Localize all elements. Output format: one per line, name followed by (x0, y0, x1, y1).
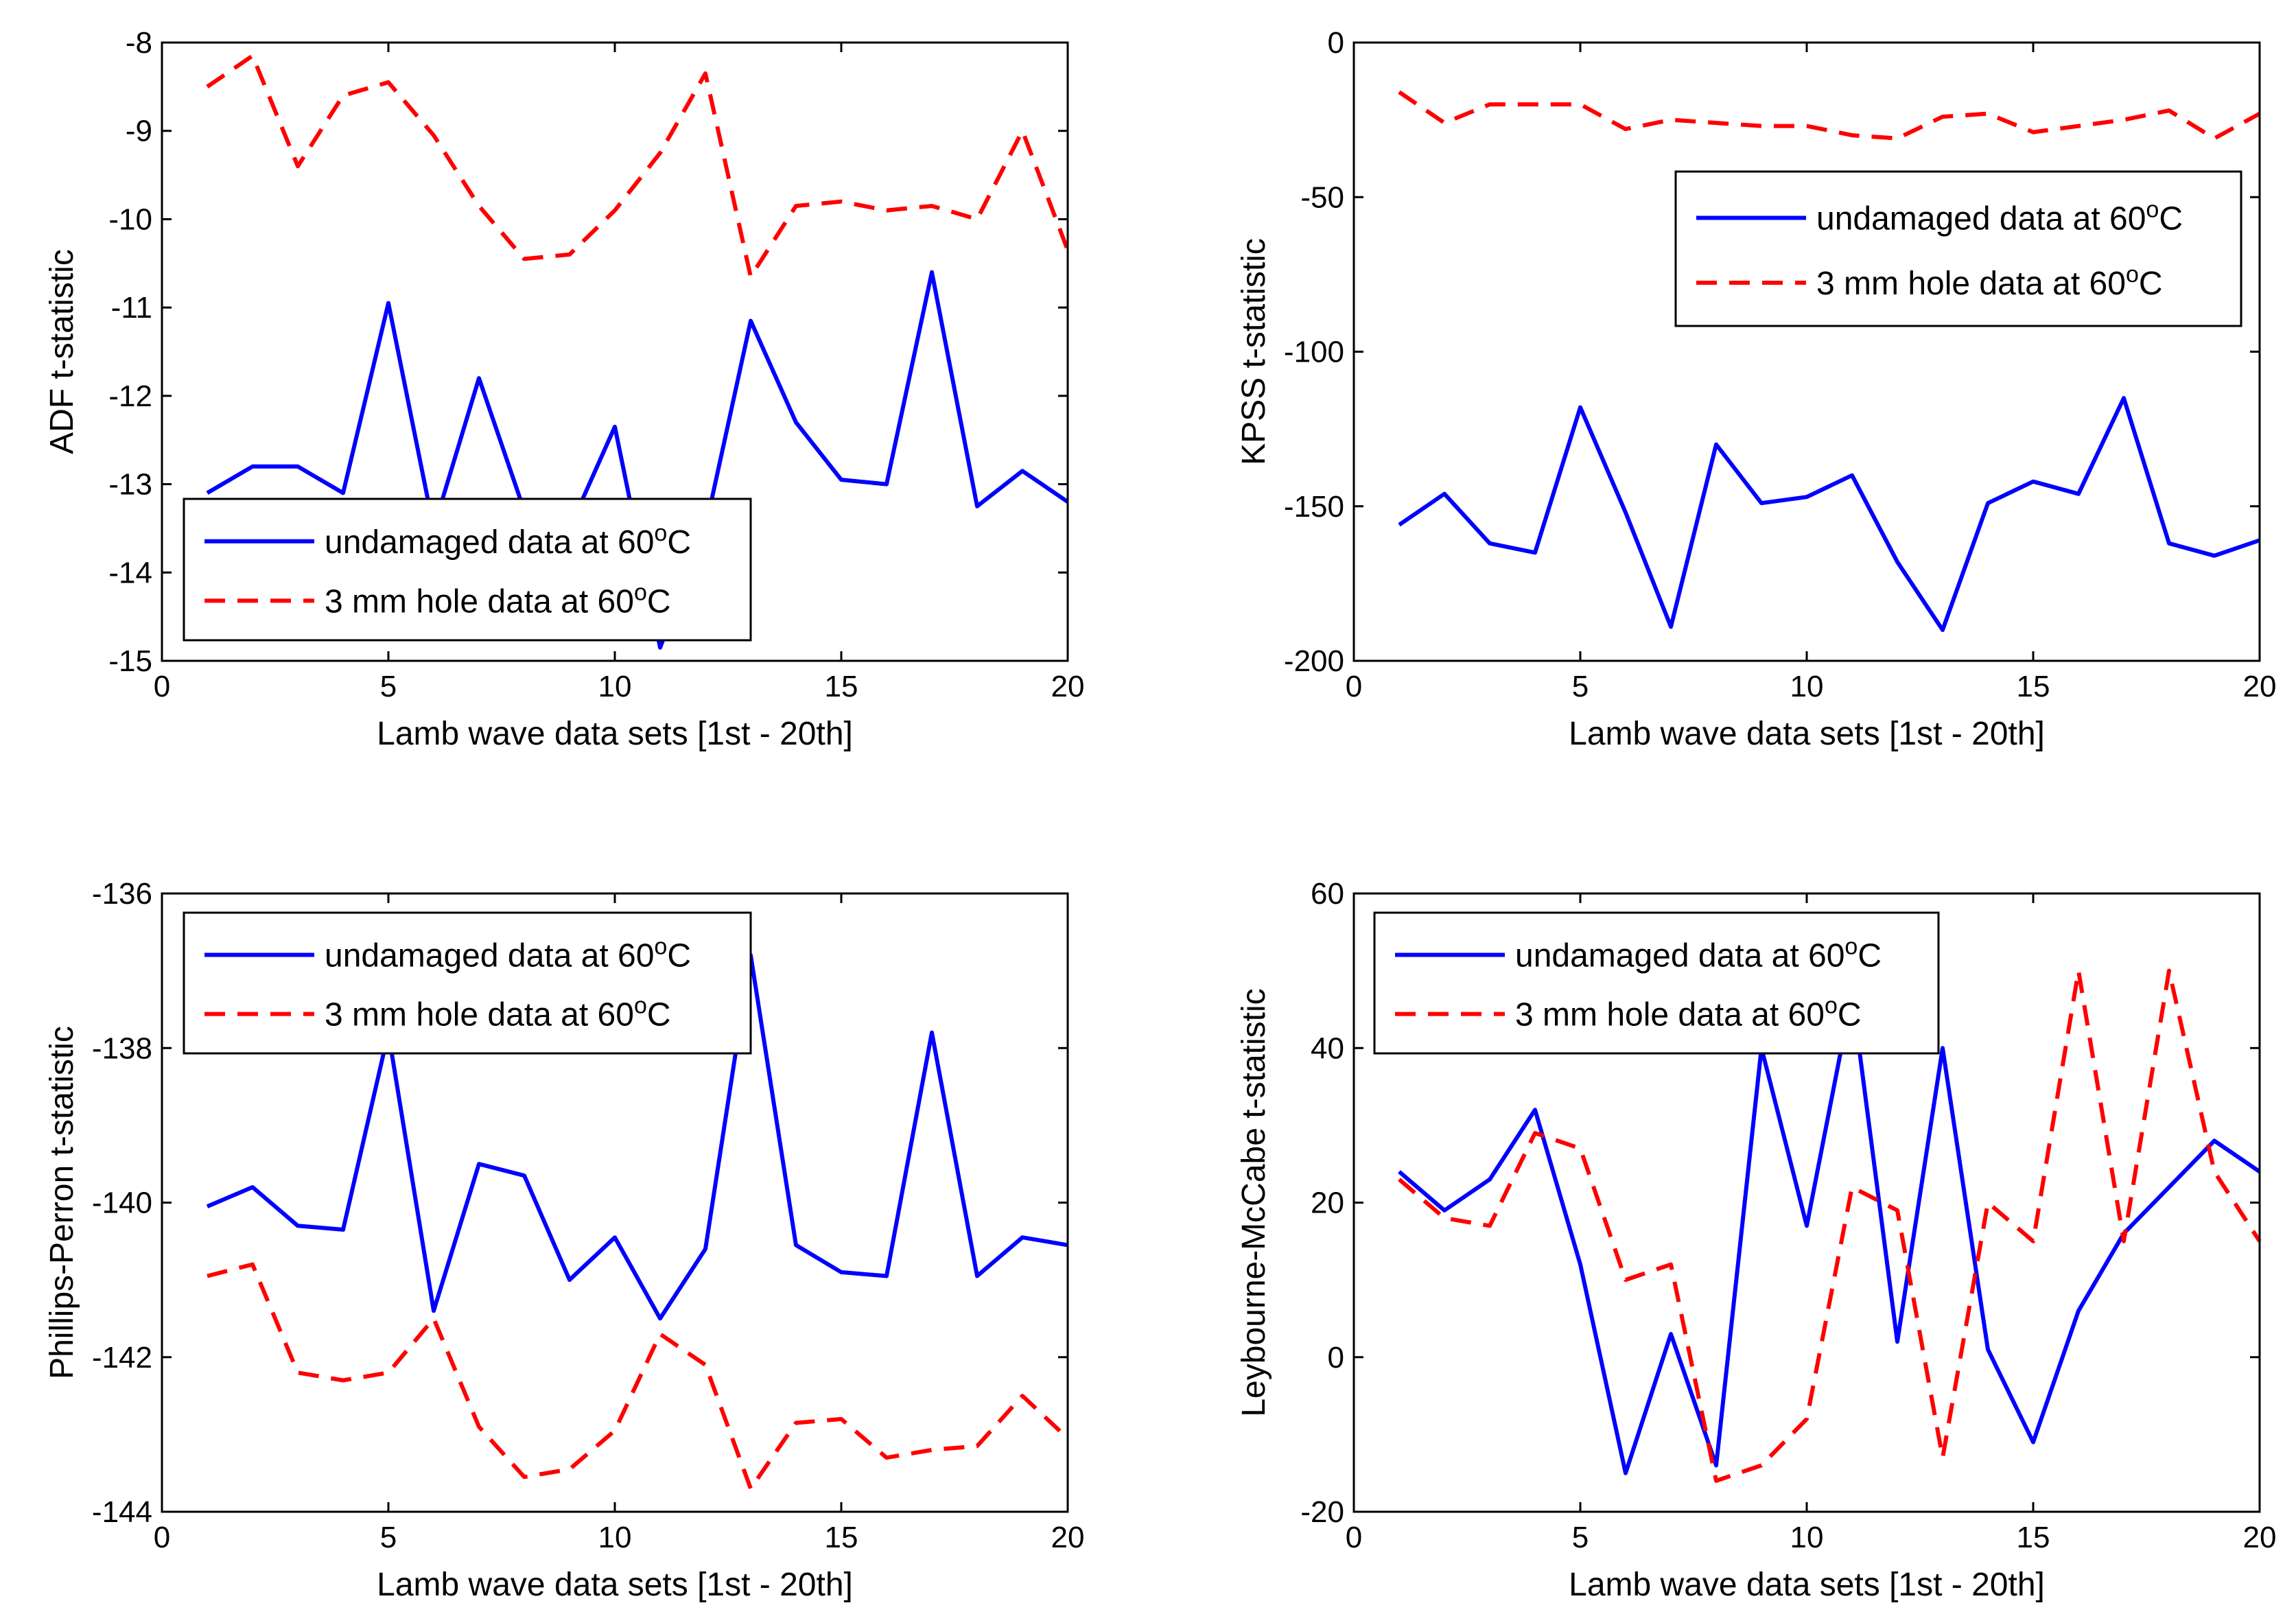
chart-panel-2: 0 5 10 15 20 -200 -150 -100 -50 0 Lamb wave data s… (1236, 26, 2276, 752)
x-tick-label: 5 (1572, 1521, 1589, 1554)
chart-panel-3: 0 5 10 15 20 -144 -142 -140 -138 -136 Lamb wave da… (44, 877, 1084, 1603)
x-tick-label: 0 (154, 1521, 170, 1554)
legend-box (183, 498, 752, 642)
legend: undamaged data at 60oC 3 mm hole data at … (183, 498, 752, 642)
y-tick-label: 60 (1311, 877, 1344, 911)
legend-label-undamaged: undamaged data at 60oC (1515, 934, 1882, 974)
x-tick-label: 5 (1572, 670, 1589, 703)
x-tick-label: 10 (1790, 670, 1824, 703)
x-tick-label: 15 (2017, 1521, 2050, 1554)
x-axis-label: Lamb wave data sets [1st - 20th] (377, 716, 853, 752)
series-line-hole (1398, 90, 2261, 141)
legend: undamaged data at 60oC 3 mm hole data at … (183, 911, 752, 1055)
y-axis-label: Phillips-Perron t-statistic (44, 1026, 80, 1379)
y-tick-label: -13 (108, 468, 152, 502)
y-tick-label: -9 (126, 115, 152, 148)
y-tick-label: -100 (1284, 336, 1344, 369)
y-tick-label: -136 (92, 877, 152, 911)
y-tick-label: 20 (1311, 1186, 1344, 1220)
y-tick-label: -14 (108, 556, 152, 589)
series-line-hole (206, 54, 1070, 279)
plot-frame (1352, 41, 2261, 662)
legend-label-hole: 3 mm hole data at 60oC (1816, 261, 2163, 302)
x-axis-label: Lamb wave data sets [1st - 20th] (377, 1567, 853, 1603)
y-tick-label: -20 (1300, 1495, 1344, 1529)
x-tick-label: 20 (2243, 670, 2277, 703)
chart-panel-1: 0 5 10 15 20 -15 -14 -13 -12 -11 -10 -9 -8 Lamb wave … (44, 26, 1084, 752)
y-tick-label: -50 (1300, 180, 1344, 214)
y-tick-label: -8 (126, 26, 152, 60)
y-axis-label: ADF t-statistic (44, 249, 80, 454)
y-tick-label: 0 (1328, 1341, 1344, 1375)
legend-label-undamaged: undamaged data at 60oC (325, 934, 691, 974)
y-tick-label: -140 (92, 1186, 152, 1220)
y-tick-label: 40 (1311, 1031, 1344, 1065)
y-tick-label: -142 (92, 1341, 152, 1375)
y-tick-label: -12 (108, 379, 152, 413)
x-tick-label: 5 (380, 670, 397, 703)
y-tick-label: -144 (92, 1495, 152, 1529)
x-tick-label: 0 (154, 670, 170, 703)
legend-box (1674, 170, 2242, 327)
x-tick-label: 15 (825, 670, 858, 703)
y-tick-label: -200 (1284, 644, 1344, 678)
legend-label-hole: 3 mm hole data at 60oC (325, 579, 671, 620)
series-line-hole (207, 1262, 1070, 1491)
series-line-undamaged (1398, 396, 2260, 632)
x-tick-label: 0 (1346, 670, 1362, 703)
y-tick-label: -10 (108, 202, 152, 236)
legend-label-undamaged: undamaged data at 60oC (325, 520, 691, 561)
series-line-hole (1398, 968, 2262, 1483)
y-tick-label: -150 (1284, 490, 1344, 524)
x-tick-label: 5 (380, 1521, 397, 1554)
x-tick-label: 15 (2017, 670, 2050, 703)
y-axis-label: KPSS t-statistic (1236, 238, 1272, 465)
x-tick-label: 10 (598, 670, 632, 703)
y-tick-label: -11 (111, 291, 152, 325)
legend-label-hole: 3 mm hole data at 60oC (1515, 993, 1862, 1033)
y-tick-label: -138 (92, 1031, 152, 1065)
legend-label-hole: 3 mm hole data at 60oC (325, 993, 671, 1033)
legend: undamaged data at 60oC 3 mm hole data at … (1373, 911, 1940, 1055)
x-tick-label: 0 (1346, 1521, 1362, 1554)
series-line-undamaged (1398, 992, 2261, 1475)
x-tick-label: 10 (1790, 1521, 1824, 1554)
x-axis-label: Lamb wave data sets [1st - 20th] (1569, 716, 2045, 752)
x-tick-label: 20 (1051, 670, 1085, 703)
y-tick-label: 0 (1328, 26, 1344, 60)
x-axis-label: Lamb wave data sets [1st - 20th] (1569, 1567, 2045, 1603)
y-tick-label: -15 (108, 644, 152, 678)
x-tick-label: 20 (2243, 1521, 2277, 1554)
x-tick-label: 10 (598, 1521, 632, 1554)
legend-box (183, 911, 752, 1055)
y-axis-label: Leybourne-McCabe t-statistic (1236, 988, 1272, 1416)
legend-box (1373, 911, 1940, 1055)
legend: undamaged data at 60oC 3 mm hole data at … (1674, 170, 2242, 327)
legend-label-undamaged: undamaged data at 60oC (1816, 197, 2183, 237)
x-tick-label: 20 (1051, 1521, 1085, 1554)
series-line-undamaged (206, 953, 1068, 1321)
x-tick-label: 15 (825, 1521, 858, 1554)
